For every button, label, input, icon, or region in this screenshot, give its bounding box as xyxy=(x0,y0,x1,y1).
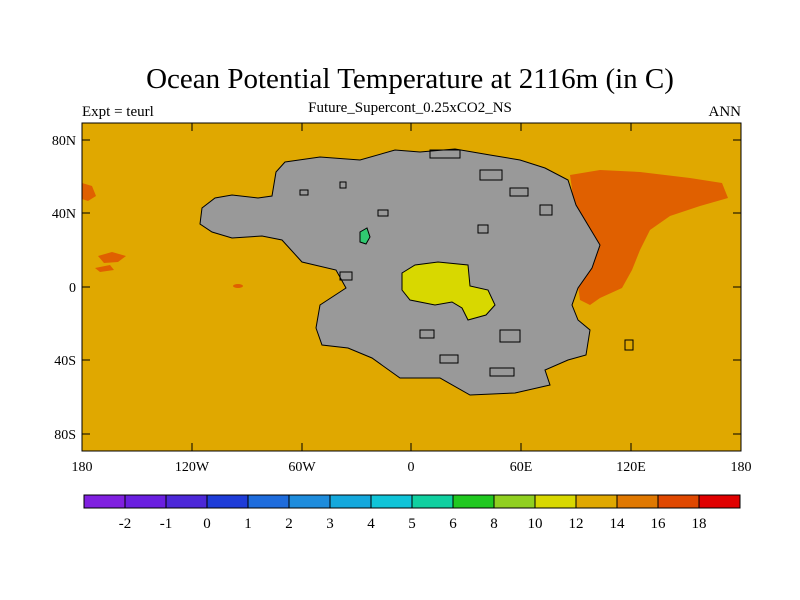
colorbar-label: 12 xyxy=(569,516,584,532)
colorbar-swatch xyxy=(165,494,208,509)
colorbar-swatch xyxy=(616,494,659,509)
y-tick-label: 80N xyxy=(52,134,76,149)
warm-water-dot xyxy=(233,284,243,288)
y-tick-label: 40N xyxy=(52,207,76,222)
colorbar-swatch xyxy=(657,494,700,509)
colorbar-swatch xyxy=(288,494,331,509)
plot-title: Ocean Potential Temperature at 2116m (in… xyxy=(146,63,674,95)
colorbar-label: 1 xyxy=(244,516,252,532)
colorbar-swatch xyxy=(206,494,249,509)
x-tick-label: 60E xyxy=(510,460,533,475)
colorbar-label: 8 xyxy=(490,516,498,532)
colorbar-label: 0 xyxy=(203,516,211,532)
y-tick-label: 80S xyxy=(54,428,76,443)
colorbar-swatch xyxy=(124,494,167,509)
colorbar-label: 6 xyxy=(449,516,457,532)
warm-water-region-east xyxy=(570,170,728,305)
colorbar-swatch xyxy=(575,494,618,509)
colorbar-swatch xyxy=(83,494,126,509)
colorbar-label: 18 xyxy=(692,516,707,532)
colorbar-swatch xyxy=(247,494,290,509)
colorbar-label: 3 xyxy=(326,516,334,532)
x-tick-label: 0 xyxy=(408,460,415,475)
colorbar-label: 5 xyxy=(408,516,416,532)
colorbar-swatch xyxy=(411,494,454,509)
x-tick-label: 180 xyxy=(72,460,93,475)
warm-water-streak xyxy=(98,252,126,263)
warm-water-patch-west xyxy=(82,183,96,201)
colorbar-label: 10 xyxy=(528,516,543,532)
inland-lake xyxy=(359,227,371,245)
colorbar: -2 -1 0 1 2 3 4 5 6 8 10 12 14 16 18 xyxy=(83,494,741,532)
y-tick-label: 40S xyxy=(54,354,76,369)
colorbar-swatch xyxy=(370,494,413,509)
warm-water-streak-2 xyxy=(95,265,114,272)
y-axis: 80N 40N 0 40S 80S xyxy=(52,134,741,443)
colorbar-label: -2 xyxy=(119,516,132,532)
season-label: ANN xyxy=(709,104,742,120)
inland-sea xyxy=(401,261,496,321)
colorbar-label: 16 xyxy=(651,516,667,532)
x-tick-label: 60W xyxy=(288,460,316,475)
x-tick-label: 120E xyxy=(616,460,646,475)
colorbar-label: 4 xyxy=(367,516,375,532)
colorbar-swatch xyxy=(698,494,741,509)
colorbar-label: -1 xyxy=(160,516,173,532)
colorbar-swatch xyxy=(329,494,372,509)
x-tick-label: 180 xyxy=(731,460,752,475)
coastline-details xyxy=(299,149,634,377)
x-tick-label: 120W xyxy=(175,460,210,475)
plot-subtitle: Future_Supercont_0.25xCO2_NS xyxy=(308,100,512,116)
colorbar-label: 14 xyxy=(610,516,626,532)
colorbar-swatch xyxy=(493,494,536,509)
colorbar-swatch xyxy=(452,494,495,509)
map-panel xyxy=(81,122,742,452)
colorbar-swatch xyxy=(534,494,577,509)
experiment-label: Expt = teurl xyxy=(82,104,154,120)
x-axis: 180 120W 60W 0 60E 120E 180 xyxy=(72,123,752,475)
colorbar-label: 2 xyxy=(285,516,293,532)
y-tick-label: 0 xyxy=(69,281,76,296)
